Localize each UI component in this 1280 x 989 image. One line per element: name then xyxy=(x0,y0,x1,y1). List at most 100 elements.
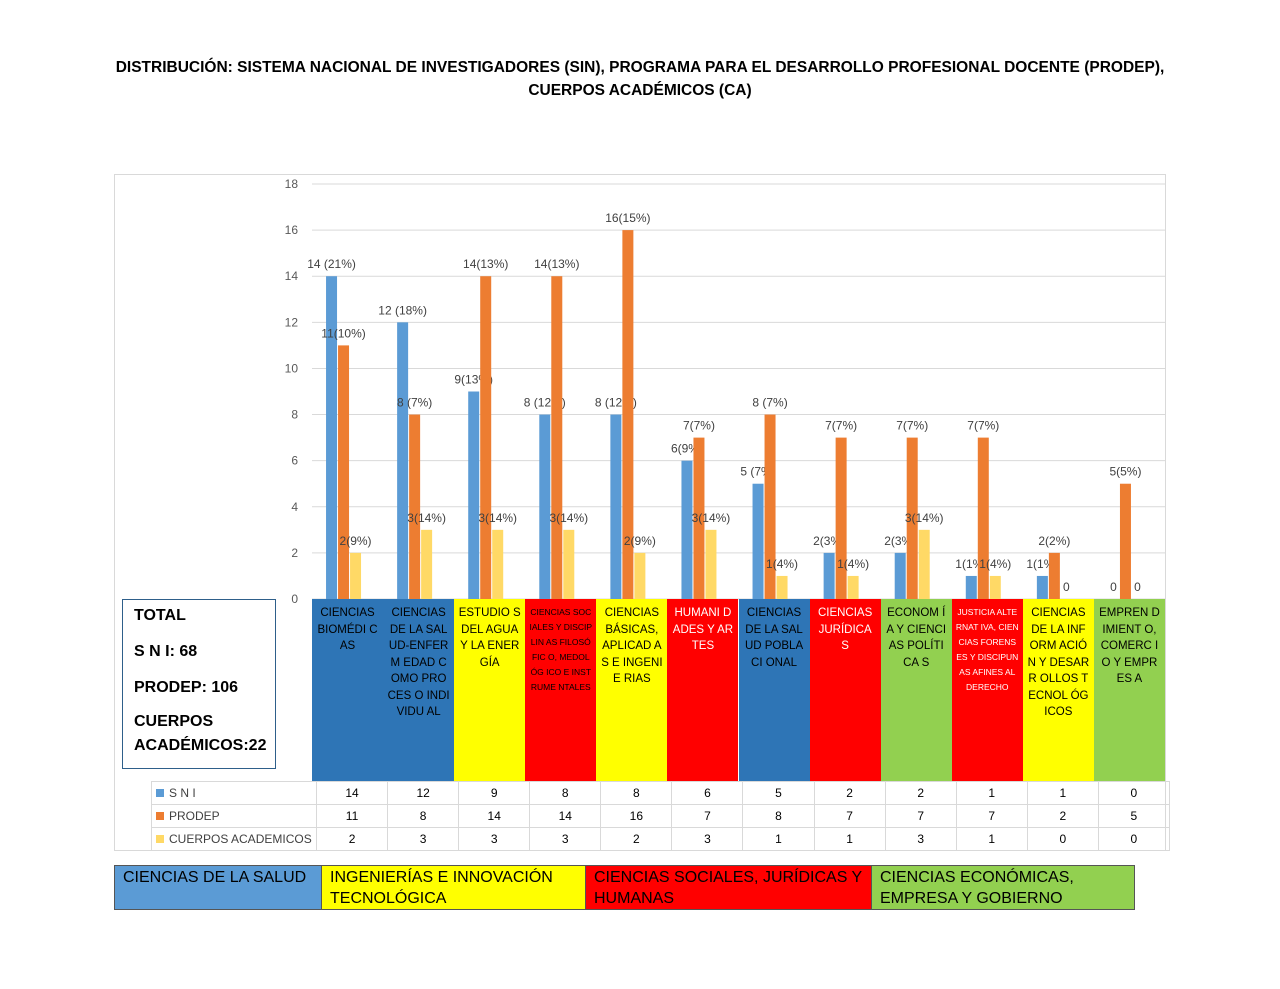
table-cell: 0 xyxy=(1097,781,1170,805)
data-label: 12 (18%) xyxy=(378,303,427,317)
data-label: 1(4%) xyxy=(766,557,798,571)
category-label: CIENCIAS DE LA SALUD POBLACI ONAL xyxy=(738,599,810,781)
series-name: S N I xyxy=(169,786,196,800)
table-row: CUERPOS ACADEMICOS 2 3 3 3 2 3 1 1 3 1 0 0 xyxy=(151,827,1170,851)
y-tick-label: 10 xyxy=(285,361,299,375)
totals-box: TOTAL S N I: 68 PRODEP: 106 CUERPOS ACAD… xyxy=(122,599,276,769)
category-label: JUSTICIA ALTERNAT IVA, CIENCIAS FORENSES… xyxy=(951,599,1023,781)
bar xyxy=(539,414,551,599)
bar xyxy=(681,460,693,599)
table-cell: 5 xyxy=(1097,804,1170,828)
bar xyxy=(977,437,989,599)
data-label: 14 (21%) xyxy=(307,257,356,271)
y-tick-label: 18 xyxy=(285,177,299,191)
table-cell: 16 xyxy=(600,804,673,828)
table-row: PRODEP 11 8 14 14 16 7 8 7 7 7 2 5 xyxy=(151,804,1170,828)
category-label: CIENCIAS DE LA INFORM ACIÓN Y DESARR OLL… xyxy=(1022,599,1094,781)
chart-frame xyxy=(114,174,1166,851)
bar xyxy=(622,230,634,599)
table-cell: 2 xyxy=(1026,804,1099,828)
table-cell: 14 xyxy=(458,804,531,828)
data-label: 1(4%) xyxy=(837,557,869,571)
table-cell: 7 xyxy=(884,804,957,828)
table-cell: 5 xyxy=(742,781,815,805)
table-cell: 2 xyxy=(600,827,673,851)
bar xyxy=(492,529,504,599)
y-tick-label: 8 xyxy=(291,408,298,422)
bar xyxy=(776,575,788,599)
category-label: EMPREN DIMIENT O, COMERC IO Y EMPRES A xyxy=(1093,599,1165,781)
table-cell: 8 xyxy=(600,781,673,805)
data-label: 3(14%) xyxy=(478,511,517,525)
table-cell: 7 xyxy=(671,804,744,828)
y-tick-label: 2 xyxy=(291,546,298,560)
legend-key xyxy=(156,812,164,820)
category-label: CIENCIAS SOCIALES Y DISCIPLIN AS FILOSÓF… xyxy=(525,599,597,781)
data-label: 1(4%) xyxy=(979,557,1011,571)
table-cell: 1 xyxy=(1026,781,1099,805)
bar xyxy=(1048,552,1060,599)
area-legend-item: CIENCIAS SOCIALES, JURÍDICAS Y HUMANAS xyxy=(585,866,871,909)
category-label: HUMANI DADES Y ARTES xyxy=(667,599,739,781)
bar xyxy=(409,414,421,599)
y-tick-label: 14 xyxy=(285,269,299,283)
table-cell: 3 xyxy=(671,827,744,851)
area-legend-item: CIENCIAS DE LA SALUD xyxy=(115,866,321,909)
bar xyxy=(894,552,906,599)
table-cell: 2 xyxy=(813,781,886,805)
bar xyxy=(989,575,1001,599)
area-legend-line1: CIENCIAS DE LA SALUD xyxy=(123,869,307,886)
category-label: CIENCIAS BÁSICAS, APLICAD AS E INGENIE R… xyxy=(596,599,668,781)
table-cell: 1 xyxy=(955,781,1028,805)
series-name-cell: CUERPOS ACADEMICOS xyxy=(151,827,317,851)
table-cell: 12 xyxy=(387,781,460,805)
data-label: 8 (7%) xyxy=(752,396,787,410)
legend-key xyxy=(156,789,164,797)
data-table: S N I 14 12 9 8 8 6 5 2 2 1 1 0 PRODEP 11 8 14 14 16 7 8 7 7 7 2… xyxy=(151,781,1170,851)
totals-prodep: PRODEP: 106 xyxy=(134,679,239,696)
bar xyxy=(421,529,433,599)
table-row: S N I 14 12 9 8 8 6 5 2 2 1 1 0 xyxy=(151,781,1170,805)
area-legend-line2: HUMANAS xyxy=(594,890,675,907)
table-cell: 1 xyxy=(955,827,1028,851)
data-label: 16(15%) xyxy=(605,211,650,225)
category-label: CIENCIAS DE LA SALUD-ENFERM EDAD COMO PR… xyxy=(383,599,455,781)
data-label: 3(14%) xyxy=(905,511,944,525)
data-label: 11(10%) xyxy=(321,326,365,340)
table-cell: 2 xyxy=(315,827,389,851)
series-name: PRODEP xyxy=(169,809,220,823)
y-tick-label: 16 xyxy=(285,223,299,237)
table-cell: 0 xyxy=(1026,827,1099,851)
data-label: 0 xyxy=(1063,580,1070,594)
bar xyxy=(610,414,622,599)
bar xyxy=(764,414,776,599)
bar xyxy=(326,276,338,599)
area-legend: CIENCIAS DE LA SALUD INGENIERÍAS E INNOVA… xyxy=(114,865,1135,910)
series-name: CUERPOS ACADEMICOS xyxy=(169,832,312,846)
y-tick-label: 12 xyxy=(285,315,299,329)
totals-heading: TOTAL xyxy=(134,607,186,624)
chart-title-line2: CUERPOS ACADÉMICOS (CA) xyxy=(528,82,752,99)
totals-ca-line2: ACADÉMICOS:22 xyxy=(134,737,267,754)
area-legend-item: INGENIERÍAS E INNOVACIÓN TECNOLÓGICA xyxy=(321,866,585,909)
area-legend-item: CIENCIAS ECONÓMICAS, EMPRESA Y GOBIERNO xyxy=(871,866,1134,909)
bar xyxy=(634,552,646,599)
category-label: ESTUDIO S DEL AGUA Y LA ENERGÍA xyxy=(454,599,526,781)
data-label: 7(7%) xyxy=(896,419,928,433)
table-cell: 3 xyxy=(387,827,460,851)
bar xyxy=(835,437,847,599)
data-label: 8 (7%) xyxy=(397,396,432,410)
data-label: 3(14%) xyxy=(407,511,446,525)
table-cell: 7 xyxy=(813,804,886,828)
y-tick-label: 4 xyxy=(291,500,298,514)
totals-sni: S N I: 68 xyxy=(134,643,198,660)
y-tick-label: 0 xyxy=(291,592,298,606)
table-cell: 1 xyxy=(742,827,815,851)
data-label: 7(7%) xyxy=(967,419,999,433)
data-label: 2(9%) xyxy=(340,534,372,548)
category-label: ECONOM ÍA Y CIENCIAS POLÍTICA S xyxy=(880,599,952,781)
data-label: 2(9%) xyxy=(624,534,656,548)
table-cell: 2 xyxy=(884,781,957,805)
bar xyxy=(397,322,409,599)
bar xyxy=(338,345,350,599)
